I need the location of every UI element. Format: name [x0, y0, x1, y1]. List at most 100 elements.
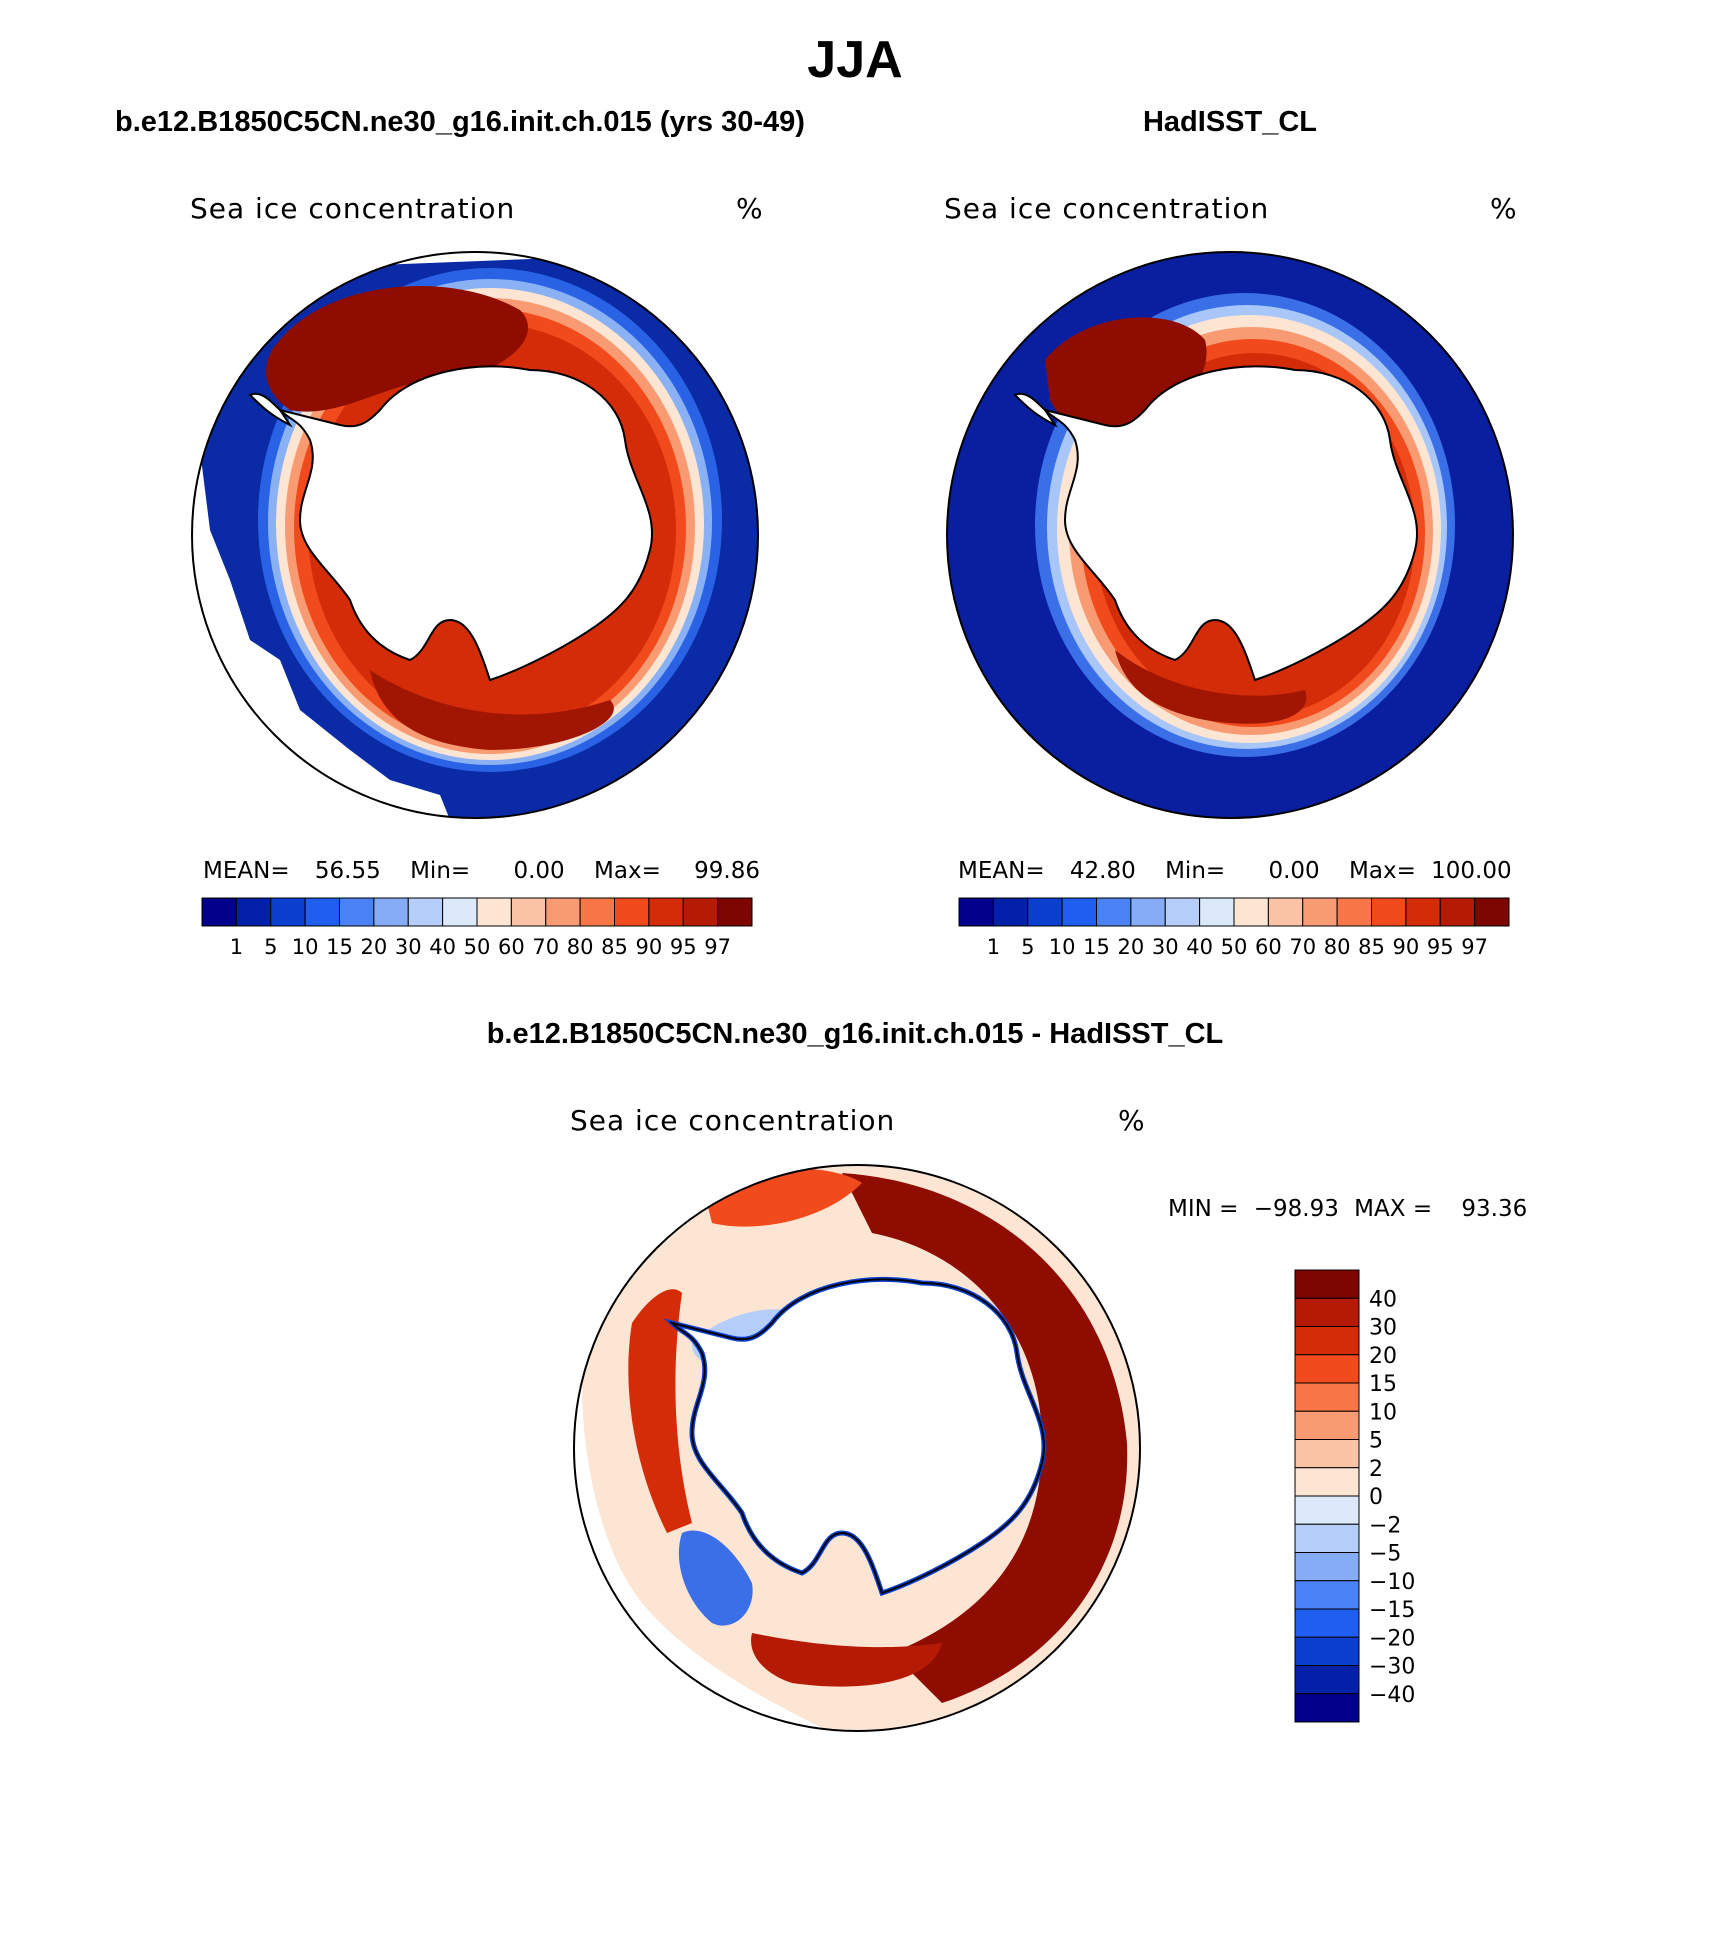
obs-colorbar-swatch — [992, 897, 1029, 927]
model-colorbar-swatch — [510, 897, 547, 927]
obs-colorbar-tick-label: 10 — [1049, 935, 1076, 959]
obs-colorbar-swatch — [1164, 897, 1201, 927]
model-colorbar-tick-label: 5 — [264, 935, 277, 959]
obs-colorbar-tick-label: 40 — [1186, 935, 1213, 959]
obs-min-label: Min= — [1165, 858, 1226, 884]
obs-colorbar-tick-label: 20 — [1118, 935, 1145, 959]
diff-colorbar-tick-label: −40 — [1369, 1683, 1415, 1708]
obs-colorbar-tick-label: 70 — [1289, 935, 1316, 959]
obs-colorbar-tick-label: 60 — [1255, 935, 1282, 959]
model-colorbar-swatch — [407, 897, 444, 927]
model-weddell-core — [266, 286, 529, 412]
model-colorbar-swatch — [545, 897, 581, 927]
diff-colorbar-tick-label: 2 — [1369, 1457, 1383, 1482]
model-panel-title: b.e12.B1850C5CN.ne30_g16.init.ch.015 (yr… — [115, 106, 805, 138]
obs-panel-title: HadISST_CL — [1142, 106, 1318, 138]
model-variable-label: Sea ice concentration — [190, 192, 516, 225]
model-colorbar-tick-label: 15 — [326, 935, 353, 959]
obs-colorbar-swatch — [1096, 897, 1132, 927]
diff-colorbar-tick-label: −30 — [1369, 1655, 1415, 1680]
obs-colorbar-swatch — [1130, 897, 1166, 927]
diff-colorbar-tick-label: −20 — [1369, 1626, 1415, 1651]
model-colorbar-tick-label: 95 — [670, 935, 697, 959]
model-colorbar-tick-label: 10 — [292, 935, 319, 959]
diff-max-label: MAX = — [1354, 1196, 1433, 1222]
model-colorbar-swatch — [442, 897, 478, 927]
obs-mean-value: 42.80 — [1069, 858, 1136, 884]
model-colorbar-tick-label: 70 — [532, 935, 559, 959]
model-unit-label: % — [736, 192, 764, 225]
obs-colorbar-swatch — [1199, 897, 1235, 927]
obs-colorbar-tick-label: 30 — [1152, 935, 1179, 959]
obs-colorbar-swatch — [1336, 897, 1372, 927]
model-max-label: Max= — [594, 858, 661, 884]
diff-sea-ice-map — [573, 1164, 1141, 1732]
model-stats: MEAN= 56.55 Min= 0.00 Max= 99.86 — [203, 858, 760, 884]
model-mean-value: 56.55 — [314, 858, 381, 884]
diff-unit-label: % — [1118, 1104, 1146, 1137]
obs-colorbar-swatch — [1061, 897, 1097, 927]
model-colorbar-swatch — [235, 897, 272, 927]
diff-stats: MIN = −98.93 MAX = 93.36 — [1168, 1196, 1527, 1222]
diff-colorbar-swatch — [1294, 1297, 1360, 1327]
model-colorbar: 1 5 10 15 20 30 40 50 60 70 80 85 90 95 97 — [201, 897, 753, 959]
diff-colorbar-swatch — [1294, 1354, 1360, 1384]
diff-colorbar-tick-label: −10 — [1369, 1570, 1415, 1595]
model-colorbar-swatch — [373, 897, 409, 927]
diff-negative-patch — [678, 1530, 753, 1626]
diff-colorbar-tick-label: 10 — [1369, 1400, 1397, 1425]
obs-colorbar-tick-label: 90 — [1393, 935, 1420, 959]
model-colorbar-tick-label: 80 — [567, 935, 594, 959]
diff-colorbar-tick-label: −15 — [1369, 1598, 1415, 1623]
model-min-value: 0.00 — [513, 858, 565, 884]
obs-max-value: 100.00 — [1431, 858, 1512, 884]
obs-sea-ice-map — [946, 251, 1514, 819]
model-colorbar-swatch — [614, 897, 650, 927]
obs-colorbar-tick-label: 50 — [1221, 935, 1248, 959]
diff-colorbar-swatch — [1294, 1665, 1360, 1695]
obs-colorbar-tick-label: 15 — [1083, 935, 1110, 959]
model-colorbar-tick-label: 40 — [429, 935, 456, 959]
model-colorbar-tick-label: 90 — [636, 935, 663, 959]
diff-panel-title: b.e12.B1850C5CN.ne30_g16.init.ch.015 - H… — [486, 1018, 1224, 1050]
obs-variable-label: Sea ice concentration — [944, 192, 1270, 225]
diff-min-value: −98.93 — [1253, 1196, 1339, 1222]
diff-colorbar-tick-label: −2 — [1369, 1513, 1401, 1538]
diff-colorbar-swatch — [1294, 1269, 1360, 1299]
diff-colorbar-swatch — [1294, 1552, 1360, 1582]
diff-variable-label: Sea ice concentration — [570, 1104, 896, 1137]
obs-colorbar-swatch — [1439, 897, 1476, 927]
model-colorbar-swatch — [579, 897, 615, 927]
diff-colorbar-swatch — [1294, 1523, 1360, 1553]
model-colorbar-swatch — [339, 897, 375, 927]
obs-stats: MEAN= 42.80 Min= 0.00 Max= 100.00 — [958, 858, 1512, 884]
diff-max-value: 93.36 — [1461, 1196, 1528, 1222]
diff-colorbar-swatch — [1294, 1580, 1360, 1610]
diff-colorbar-tick-label: 30 — [1369, 1316, 1397, 1341]
obs-mean-label: MEAN= — [958, 858, 1045, 884]
obs-colorbar-swatch — [1027, 897, 1063, 927]
diff-colorbar-swatch — [1294, 1467, 1360, 1497]
model-colorbar-swatch — [304, 897, 340, 927]
obs-colorbar-tick-label: 5 — [1021, 935, 1034, 959]
diff-colorbar-swatch — [1294, 1636, 1360, 1666]
diff-colorbar-tick-label: 40 — [1369, 1287, 1397, 1312]
model-colorbar-tick-label: 60 — [498, 935, 525, 959]
obs-colorbar-swatch — [958, 897, 994, 927]
obs-colorbar-swatch — [1371, 897, 1407, 927]
diff-colorbar-tick-label: 15 — [1369, 1372, 1397, 1397]
diff-east-positive-band — [842, 1173, 1128, 1703]
obs-colorbar: 1 5 10 15 20 30 40 50 60 70 80 85 90 95 97 — [958, 897, 1510, 959]
model-colorbar-swatch — [476, 897, 512, 927]
diff-colorbar-tick-label: −5 — [1369, 1542, 1401, 1567]
antarctica-landmass — [1041, 365, 1418, 682]
diff-colorbar-swatch — [1294, 1326, 1360, 1356]
figure-title: JJA — [807, 31, 903, 89]
obs-colorbar-swatch — [1233, 897, 1269, 927]
diff-colorbar-tick-label: 20 — [1369, 1344, 1397, 1369]
model-colorbar-tick-label: 97 — [704, 935, 731, 959]
model-colorbar-tick-label: 30 — [395, 935, 422, 959]
obs-max-label: Max= — [1349, 858, 1416, 884]
obs-colorbar-swatch — [1405, 897, 1441, 927]
